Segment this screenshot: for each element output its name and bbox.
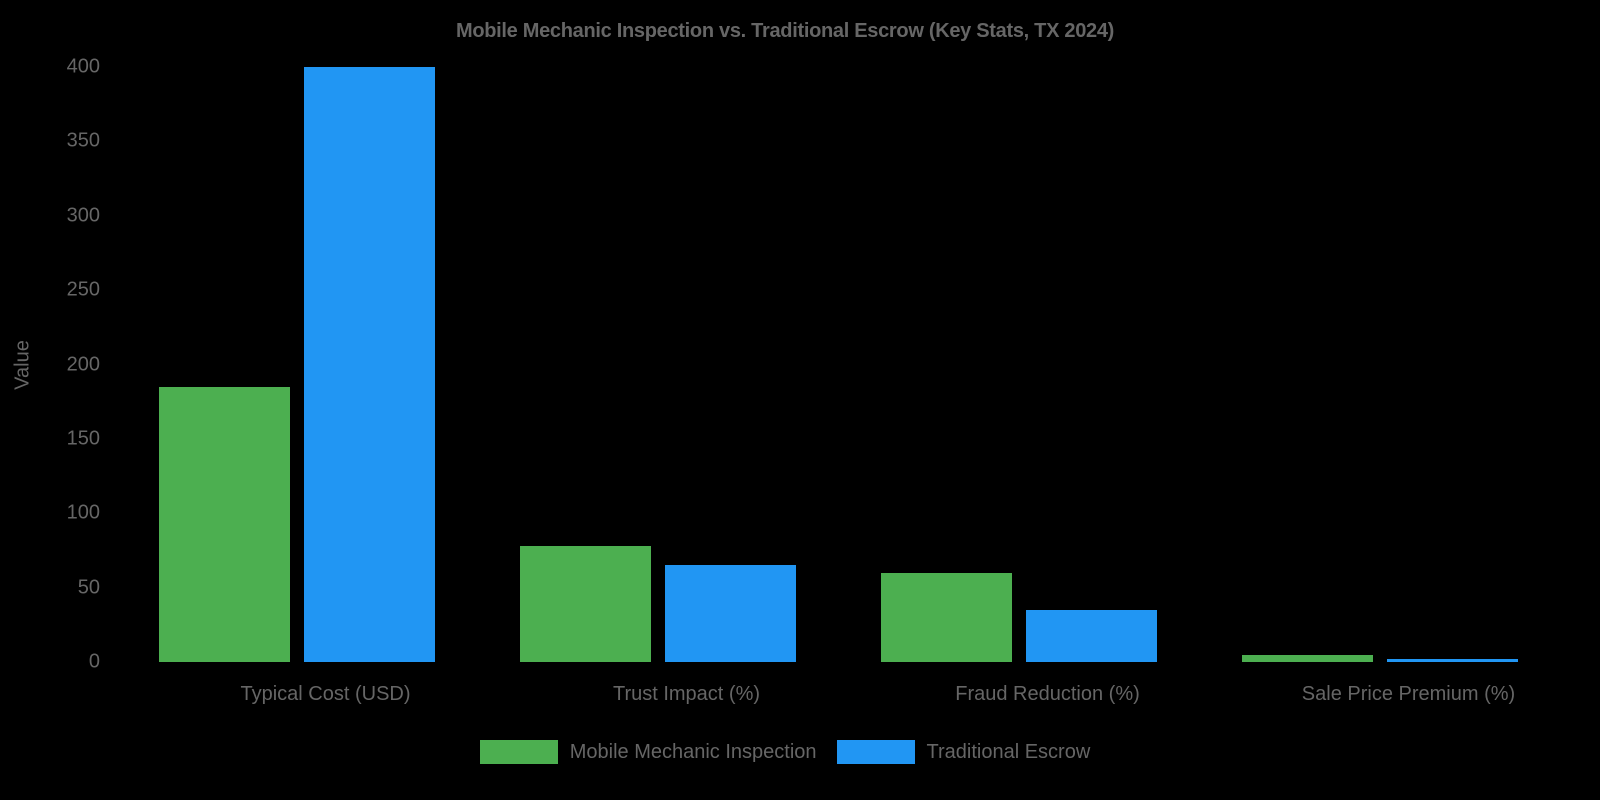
x-tick-label: Typical Cost (USD)	[240, 683, 411, 705]
bar-mobile-mechanic-inspection	[881, 572, 1012, 662]
y-tick-label: 0	[88, 650, 100, 673]
legend-item[interactable]: Traditional Escrow	[836, 740, 1091, 764]
bar-traditional-escrow	[1387, 659, 1518, 662]
legend-label: Mobile Mechanic Inspection	[569, 740, 817, 763]
x-tick-label: Trust Impact (%)	[612, 683, 761, 705]
bar-traditional-escrow	[665, 565, 796, 662]
legend-item[interactable]: Mobile Mechanic Inspection	[479, 740, 817, 764]
y-tick-label: 100	[66, 501, 100, 524]
y-tick-label: 250	[66, 278, 100, 301]
y-tick-label: 300	[66, 204, 100, 227]
bar-mobile-mechanic-inspection	[520, 545, 651, 662]
x-tick-label: Fraud Reduction (%)	[955, 683, 1140, 705]
legend-label: Traditional Escrow	[926, 740, 1091, 763]
plot-area	[140, 67, 1560, 662]
x-tick-label: Sale Price Premium (%)	[1301, 683, 1516, 705]
y-tick-label: 150	[66, 427, 100, 450]
y-tick-label: 50	[77, 576, 100, 599]
bar-mobile-mechanic-inspection	[1242, 654, 1373, 662]
legend: Mobile Mechanic Inspection Traditional Es…	[0, 740, 1570, 764]
bar-traditional-escrow	[304, 67, 435, 662]
y-tick-label: 350	[66, 129, 100, 152]
bar-traditional-escrow	[1026, 609, 1157, 662]
legend-swatch	[836, 740, 915, 764]
y-tick-label: 200	[66, 353, 100, 375]
y-axis-label: Value	[11, 340, 34, 390]
y-tick-label: 400	[66, 55, 100, 78]
bar-mobile-mechanic-inspection	[159, 386, 290, 662]
chart-title: Mobile Mechanic Inspection vs. Tradition…	[455, 20, 1115, 42]
legend-swatch	[479, 740, 558, 764]
